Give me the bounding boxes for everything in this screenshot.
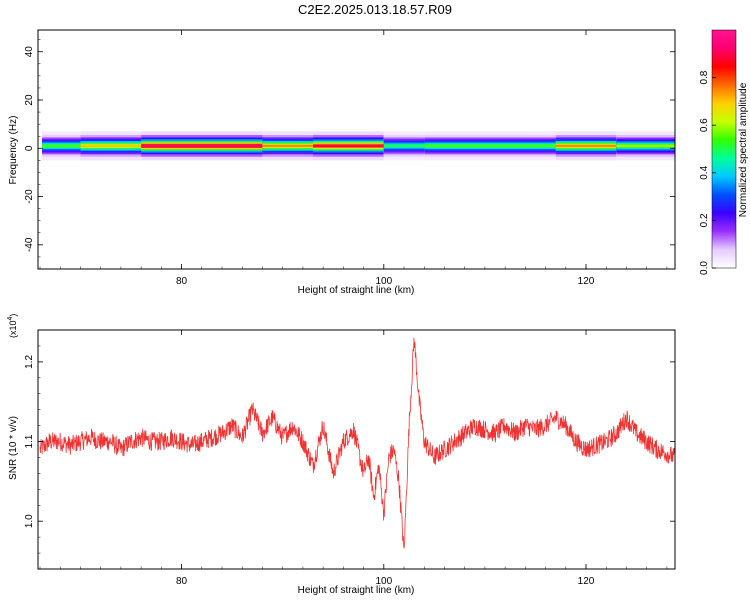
snr-frame — [37, 329, 676, 570]
snr-y-multiplier-base: (x10 — [8, 320, 18, 338]
spectrogram-cell — [313, 144, 384, 147]
colorbar-gradient — [711, 29, 737, 269]
snr-y-multiplier-exp: 4 — [7, 316, 14, 320]
spectrogram-x-label: Height of straight line (km) — [298, 285, 415, 296]
snr-y-tick-label: 1.2 — [24, 354, 35, 368]
spectrogram-cell — [555, 144, 617, 147]
snr-x-ticks: 80 100 120 — [39, 330, 668, 587]
chart-title: C2E2.2025.013.18.57.R09 — [298, 2, 452, 17]
colorbar-ticks: 0.0 0.2 0.4 0.6 0.8 — [699, 70, 716, 275]
snr-y-label: SNR (10 * v/v) — [8, 416, 19, 480]
snr-x-tick-label: 120 — [578, 576, 595, 587]
colorbar-tick-label: 0.2 — [699, 213, 710, 227]
snr-series-line — [39, 337, 675, 549]
snr-x-tick-label: 80 — [176, 576, 188, 587]
spectrogram-cell — [616, 144, 675, 147]
snr-y-tick-label: 1.0 — [24, 514, 35, 528]
spectrogram-y-tick-label: 0 — [24, 145, 35, 151]
spectrogram-y-label: Frequency (Hz) — [8, 116, 19, 185]
spectrogram-cell — [42, 144, 81, 147]
spectrogram-y-tick-label: 20 — [24, 94, 35, 106]
colorbar-tick-label: 0.6 — [699, 118, 710, 132]
snr-x-tick-label: 100 — [375, 576, 392, 587]
spectrogram-x-ticks: 80 100 120 — [39, 30, 668, 287]
spectrogram-cell — [383, 144, 425, 147]
spectrogram-cell — [262, 144, 314, 147]
snr-y-ticks: 1.0 1.1 1.2 — [24, 329, 675, 570]
colorbar-tick-label: 0.0 — [699, 261, 710, 275]
spectrogram-x-tick-label: 100 — [375, 276, 392, 287]
colorbar-label: Normalized spectral amplitude — [738, 82, 749, 217]
colorbar: 0.0 0.2 0.4 0.6 0.8 Normalized spectral ampl… — [699, 29, 749, 275]
snr-y-multiplier: (x104) — [7, 314, 18, 338]
spectrogram-y-ticks: 40 20 0 -20 -40 — [24, 39, 675, 270]
spectrogram-cell — [141, 144, 263, 147]
spectrogram-y-tick-label: -40 — [24, 237, 35, 252]
colorbar-tick-label: 0.8 — [699, 70, 710, 84]
spectrogram-panel: 80 100 120 40 20 0 -20 -40 Height of straight … — [8, 29, 676, 296]
spectrogram-cell — [424, 144, 556, 147]
snr-y-tick-label: 1.1 — [24, 434, 35, 448]
spectrogram-heatmap — [42, 131, 675, 161]
spectrogram-x-tick-label: 120 — [578, 276, 595, 287]
spectrogram-frame — [37, 29, 676, 270]
spectrogram-x-tick-label: 80 — [176, 276, 188, 287]
snr-x-label: Height of straight line (km) — [298, 585, 415, 596]
spectrogram-cell — [80, 144, 142, 147]
spectrogram-y-tick-label: -20 — [24, 189, 35, 204]
snr-panel: 80 100 120 1.0 1.1 1.2 Height of straight li… — [7, 314, 676, 596]
spectrogram-y-tick-label: 40 — [24, 46, 35, 58]
snr-y-multiplier-close: ) — [8, 314, 18, 317]
colorbar-tick-label: 0.4 — [699, 165, 710, 179]
